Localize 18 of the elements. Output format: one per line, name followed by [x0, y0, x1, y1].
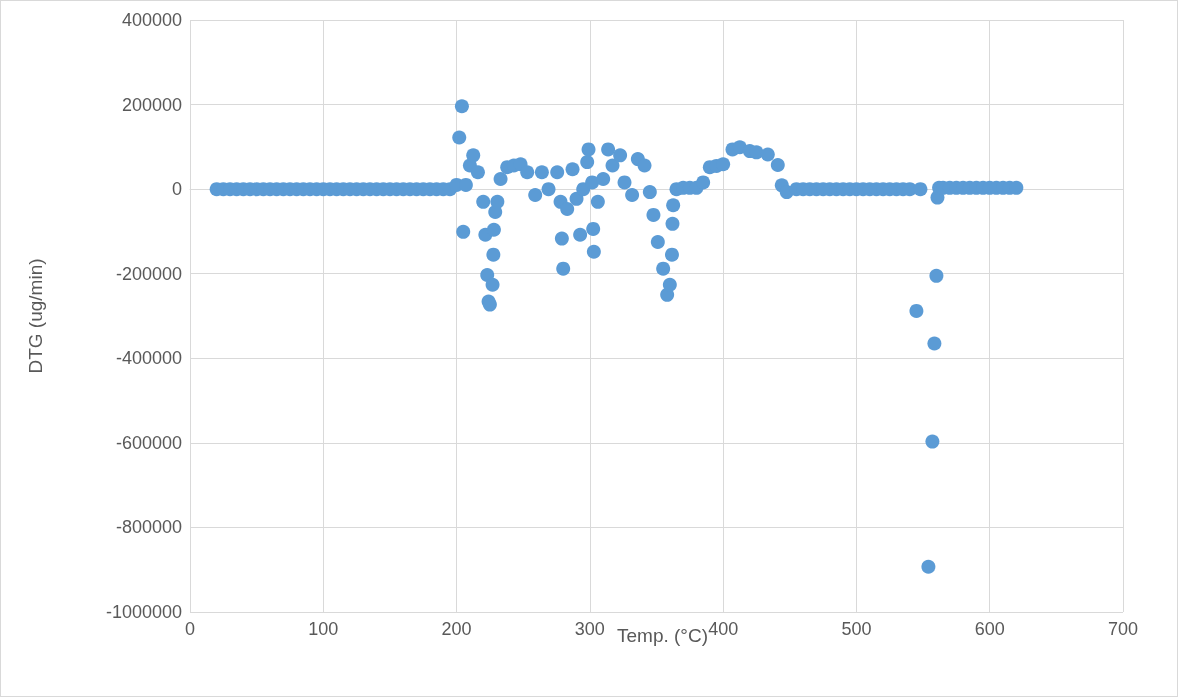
y-tick-label: -400000	[115, 348, 182, 369]
x-tick-label: 500	[841, 619, 872, 639]
x-tick-label: 700	[1107, 619, 1139, 639]
x-tick-label: 200	[441, 619, 472, 639]
x-tick-label: 0	[184, 619, 196, 639]
y-tick-label: 0	[171, 179, 182, 200]
y-tick-label: -600000	[115, 432, 182, 453]
y-tick-label: -800000	[115, 517, 182, 538]
y-tick-label: -1000000	[105, 602, 182, 622]
x-axis-title: Temp. (°C)	[617, 625, 708, 646]
x-tick-label: 400	[708, 619, 739, 639]
y-tick-label: 200000	[121, 94, 182, 115]
y-tick-label: 400000	[121, 10, 182, 30]
y-tick-label: -200000	[115, 263, 182, 284]
x-tick-label: 300	[574, 619, 605, 639]
y-axis-title: DTG (ug/min)	[25, 258, 46, 374]
x-tick-label: 100	[308, 619, 339, 639]
x-tick-label: 600	[974, 619, 1005, 639]
